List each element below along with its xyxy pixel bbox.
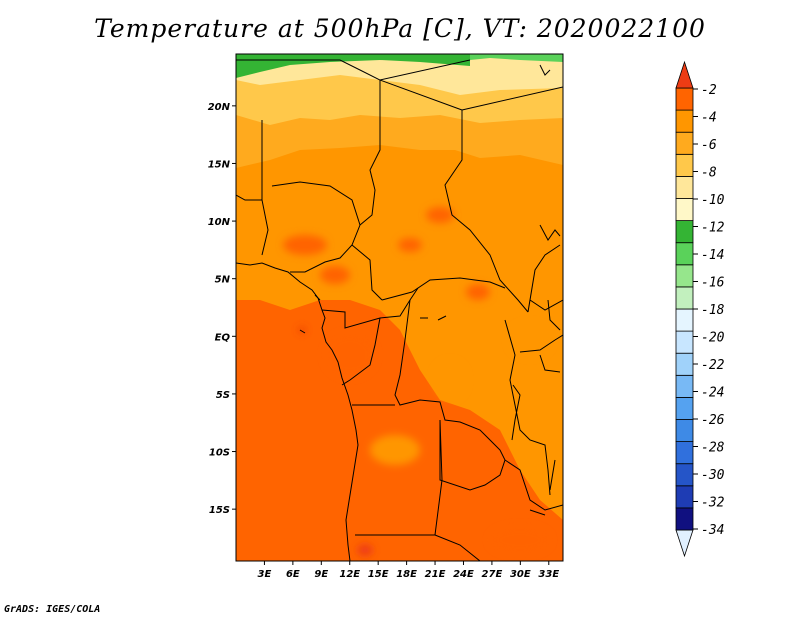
colorbar-box xyxy=(675,153,694,177)
colorbar-box xyxy=(675,131,694,155)
colorbar-label: -22 xyxy=(701,358,725,373)
colorbar-label: -26 xyxy=(701,413,725,428)
latitude-tick-label: EQ xyxy=(215,332,231,343)
colorbar-box xyxy=(675,87,694,111)
colorbar-label: -4 xyxy=(701,111,717,126)
longitude-axis: 3E 6E 9E 12E 15E 18E 21E 24E 27E 30E 33E xyxy=(258,561,559,580)
colorbar-label: -2 xyxy=(701,83,717,98)
latitude-tick-label: 10S xyxy=(209,448,230,459)
latitude-tick-label: 5S xyxy=(216,390,230,401)
map-title: Temperature at 500hPa [C], VT: 202002210… xyxy=(94,14,706,43)
longitude-tick-label: 18E xyxy=(396,569,417,580)
map-frame xyxy=(235,53,564,562)
colorbar-lower-triangle xyxy=(675,529,694,558)
latitude-tick-label: 5N xyxy=(215,275,231,286)
latitude-tick-label: 15N xyxy=(208,159,231,170)
colorbar-label: -34 xyxy=(701,523,724,538)
longitude-tick-label: 27E xyxy=(482,569,503,580)
longitude-tick-label: 24E xyxy=(453,569,474,580)
colorbar-box xyxy=(675,109,694,133)
colorbar-box xyxy=(675,286,694,310)
colorbar-label: -6 xyxy=(701,138,717,153)
longitude-tick-label: 9E xyxy=(314,569,328,580)
colorbar-box xyxy=(675,507,694,531)
country-boundaries xyxy=(236,59,563,561)
latitude-tick-label: 15S xyxy=(209,505,230,516)
colorbar-label: -8 xyxy=(701,166,717,181)
latitude-axis: 20N 15N 10N 5N EQ 5S 10S 15S xyxy=(208,102,236,516)
temperature-field xyxy=(236,54,563,561)
colorbar-label: -14 xyxy=(701,248,724,263)
colorbar-box xyxy=(675,419,694,443)
colorbar-box xyxy=(675,352,694,376)
colorbar-box xyxy=(675,330,694,354)
longitude-tick-label: 30E xyxy=(510,569,531,580)
colorbar-box xyxy=(675,396,694,420)
colorbar: -34 -32 -30 -28 -26 -24 -22 -20 -18 -16 -14 -12 -10 -… xyxy=(675,60,725,558)
colorbar-label: -10 xyxy=(701,193,725,208)
longitude-tick-label: 3E xyxy=(258,569,272,580)
colorbar-label: -24 xyxy=(701,386,724,401)
longitude-tick-label: 6E xyxy=(286,569,300,580)
colorbar-label: -28 xyxy=(701,441,725,456)
colorbar-box xyxy=(675,198,694,222)
colorbar-box xyxy=(675,242,694,266)
longitude-tick-label: 15E xyxy=(368,569,389,580)
colorbar-box xyxy=(675,441,694,465)
colorbar-box xyxy=(675,308,694,332)
latitude-tick-label: 10N xyxy=(208,217,231,228)
colorbar-box xyxy=(675,374,694,398)
colorbar-label: -30 xyxy=(701,468,725,483)
colorbar-label: -18 xyxy=(701,303,725,318)
longitude-tick-label: 33E xyxy=(538,569,559,580)
colorbar-label: -20 xyxy=(701,331,725,346)
colorbar-box xyxy=(675,220,694,244)
colorbar-box xyxy=(675,175,694,199)
colorbar-box xyxy=(675,264,694,288)
latitude-tick-label: 20N xyxy=(208,102,231,113)
colorbar-label: -12 xyxy=(701,221,725,236)
credit-text: GrADS: IGES/COLA xyxy=(4,604,101,615)
longitude-tick-label: 21E xyxy=(425,569,446,580)
longitude-tick-label: 12E xyxy=(339,569,360,580)
colorbar-label: -32 xyxy=(701,496,725,511)
colorbar-label: -16 xyxy=(701,276,725,291)
colorbar-box xyxy=(675,485,694,509)
colorbar-upper-triangle xyxy=(675,60,694,89)
colorbar-box xyxy=(675,463,694,487)
